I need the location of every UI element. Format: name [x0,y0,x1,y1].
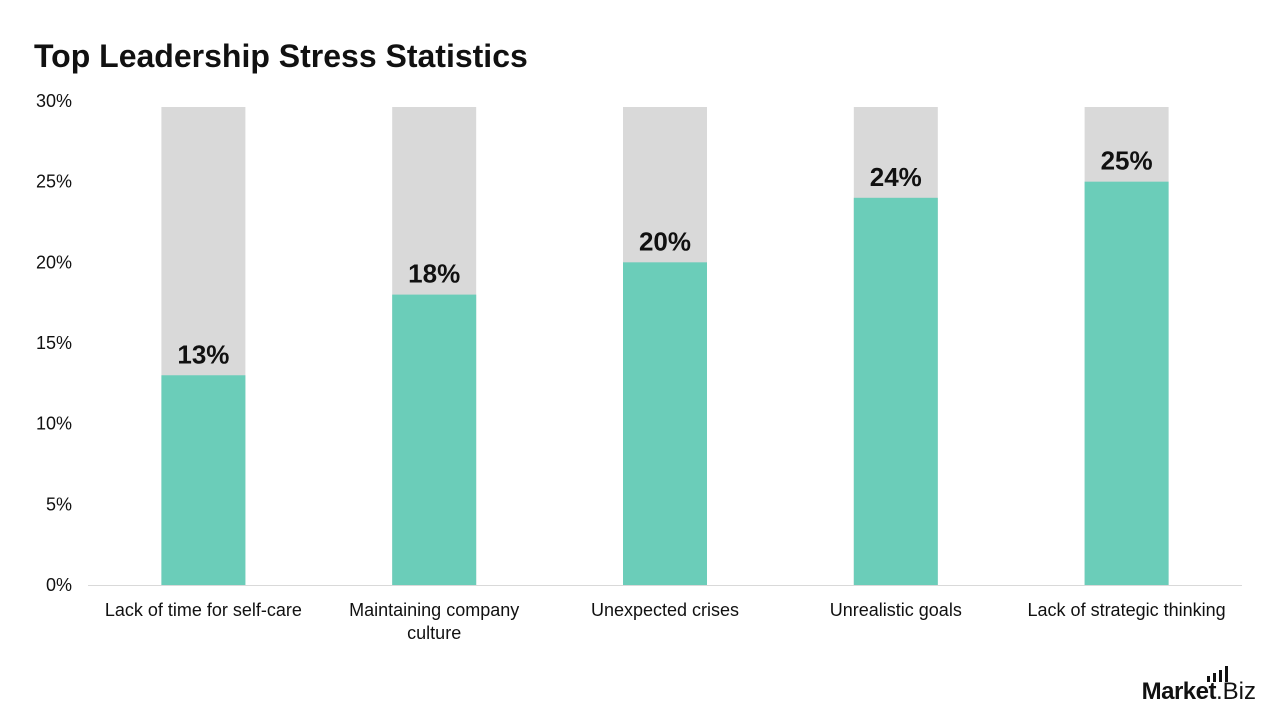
data-bars [161,181,1169,586]
y-tick-label: 15% [36,333,72,353]
y-tick-label: 10% [36,414,72,434]
data-label: 18% [408,259,460,289]
logo-suffix: .Biz [1215,678,1256,705]
bar [623,262,707,585]
signal-bars-icon [1207,666,1228,682]
y-axis: 0% 5% 10% 15% 20% 25% 30% [36,91,72,595]
bar [392,294,477,585]
x-axis: Lack of time for self-care Maintaining co… [105,600,1226,643]
x-tick-label: Unexpected crises [591,600,739,620]
logo-brand: Market [1141,678,1217,705]
x-tick-label: Unrealistic goals [830,600,962,620]
y-tick-label: 0% [46,575,72,595]
data-label: 24% [870,162,922,192]
bar [853,197,938,586]
data-labels: 13% 18% 20% 24% 25% [177,146,1152,370]
chart-title: Top Leadership Stress Statistics [34,38,528,74]
data-label: 25% [1101,146,1153,176]
y-tick-label: 30% [36,91,72,111]
data-label: 20% [639,226,691,256]
x-tick-label: Maintaining company culture [349,600,519,643]
marketbiz-logo: Market .Biz [1142,666,1256,706]
x-tick-label: Lack of strategic thinking [1028,600,1226,620]
y-tick-label: 25% [36,172,72,192]
bar [161,375,246,585]
x-tick-label: Lack of time for self-care [105,600,302,620]
y-tick-label: 5% [46,494,72,514]
data-label: 13% [177,339,229,369]
bar [1084,181,1169,585]
y-tick-label: 20% [36,252,72,272]
